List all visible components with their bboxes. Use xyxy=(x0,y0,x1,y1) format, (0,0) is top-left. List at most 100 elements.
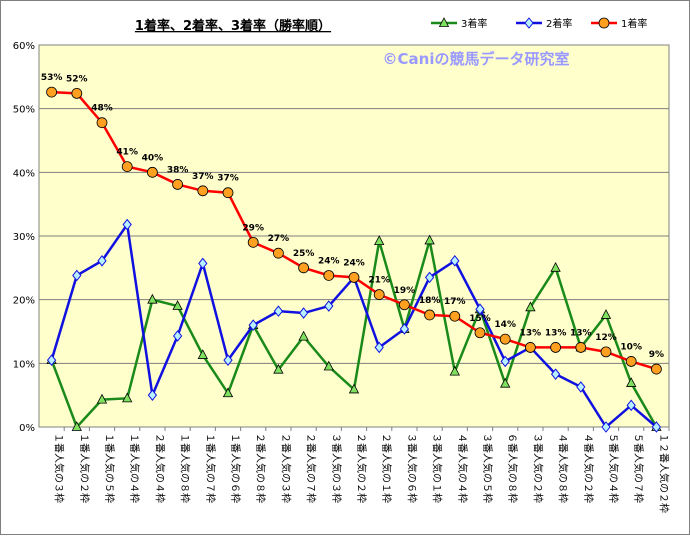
x-tick-label: １番人気の２枠 xyxy=(78,433,91,503)
data-point xyxy=(474,327,486,339)
y-tick-label: 20% xyxy=(13,296,35,307)
x-tick-label: ３番人気の６枠 xyxy=(405,433,418,503)
data-point xyxy=(524,17,534,29)
data-point xyxy=(197,185,209,197)
data-point xyxy=(223,354,233,366)
data-point xyxy=(575,342,587,353)
data-point xyxy=(72,269,82,282)
x-tick-label: ２番人気の７枠 xyxy=(305,433,318,503)
data-point xyxy=(601,421,611,433)
data-point xyxy=(122,392,133,403)
data-point xyxy=(399,323,410,335)
data-label: 14% xyxy=(494,320,516,330)
data-point xyxy=(172,300,183,310)
data-point xyxy=(499,333,511,345)
data-label: 24% xyxy=(318,256,340,266)
data-point xyxy=(525,301,536,312)
data-label: 40% xyxy=(142,153,164,163)
x-tick-label: １番人気の６枠 xyxy=(229,433,242,503)
data-label: 29% xyxy=(242,223,264,233)
data-point xyxy=(121,161,133,173)
x-tick-label: ６番人気の８枠 xyxy=(506,433,519,503)
data-point xyxy=(172,179,184,190)
data-point xyxy=(500,377,511,388)
data-point xyxy=(222,387,234,398)
x-tick-label: １番人気の８枠 xyxy=(179,433,192,503)
x-tick-label: １番人気の５枠 xyxy=(103,433,116,503)
data-point xyxy=(438,17,450,27)
x-tick-label: １番人気の７枠 xyxy=(204,433,217,503)
data-label: 15% xyxy=(469,314,491,324)
x-tick-label: ４番人気の２枠 xyxy=(582,433,595,503)
data-point xyxy=(348,271,360,283)
data-point xyxy=(651,421,662,433)
data-point xyxy=(450,255,460,267)
data-point xyxy=(298,307,309,319)
data-label: 13% xyxy=(545,328,567,338)
data-point xyxy=(96,117,108,129)
data-label: 12% xyxy=(595,333,617,343)
data-label: 13% xyxy=(570,328,592,338)
data-point xyxy=(600,309,612,319)
legend: 3着率 2着率 1着率 xyxy=(431,17,647,30)
data-point xyxy=(373,289,385,300)
y-tick-label: 40% xyxy=(13,168,35,179)
data-point xyxy=(374,235,385,245)
data-point xyxy=(273,363,284,374)
data-point xyxy=(96,393,108,404)
data-label: 21% xyxy=(368,276,390,286)
data-point xyxy=(576,381,586,393)
data-label: 41% xyxy=(116,148,138,158)
data-point xyxy=(46,354,57,366)
data-point xyxy=(348,383,360,394)
data-label: 48% xyxy=(91,104,113,114)
data-point xyxy=(197,349,208,359)
data-point xyxy=(598,17,610,29)
data-point xyxy=(71,87,83,99)
x-tick-label: ３番人気の３枠 xyxy=(330,433,343,503)
data-point xyxy=(323,360,334,371)
data-point xyxy=(71,421,82,431)
data-label: 52% xyxy=(66,74,88,84)
data-point xyxy=(374,341,384,354)
x-tick-label: １２番人気の２枠 xyxy=(657,433,670,513)
x-tick-label: １番人気の４枠 xyxy=(128,433,141,503)
data-point xyxy=(97,255,107,267)
y-tick-label: 10% xyxy=(13,359,35,370)
data-point xyxy=(172,330,183,342)
x-tick-label: ２番人気の３枠 xyxy=(279,433,292,503)
data-point xyxy=(600,346,612,358)
legend-label: 1着率 xyxy=(621,17,647,30)
x-tick-label: ３番人気の５枠 xyxy=(481,433,494,503)
data-point xyxy=(323,270,335,281)
data-label: 13% xyxy=(520,328,542,338)
data-point xyxy=(398,299,410,311)
data-point xyxy=(147,293,158,304)
series-circle xyxy=(46,86,662,375)
x-tick-label: ４番人気の８枠 xyxy=(557,433,570,503)
data-label: 24% xyxy=(343,258,365,268)
y-tick-label: 50% xyxy=(13,105,35,116)
data-label: 27% xyxy=(268,234,290,244)
y-tick-label: 30% xyxy=(13,232,35,243)
x-tick-label: ４番人気の４枠 xyxy=(456,433,469,503)
data-point xyxy=(449,365,460,376)
x-tick-label: １番人気の３枠 xyxy=(53,433,66,503)
data-label: 37% xyxy=(217,174,239,184)
data-point xyxy=(550,342,561,353)
data-label: 25% xyxy=(293,249,315,259)
x-tick-label: ３番人気の２枠 xyxy=(531,433,544,503)
data-point xyxy=(500,355,510,368)
x-tick-label: ５番人気の７枠 xyxy=(632,433,645,503)
data-label: 19% xyxy=(394,286,416,296)
x-tick-label: ５番人気の４枠 xyxy=(607,433,620,503)
x-tick-label: ３番人気の１枠 xyxy=(431,433,444,503)
data-point xyxy=(424,271,435,284)
x-tick-label: ２番人気の２枠 xyxy=(355,433,368,503)
data-point xyxy=(248,319,258,331)
data-point xyxy=(626,399,636,412)
legend-label: 2着率 xyxy=(546,17,572,30)
data-point xyxy=(424,234,435,245)
